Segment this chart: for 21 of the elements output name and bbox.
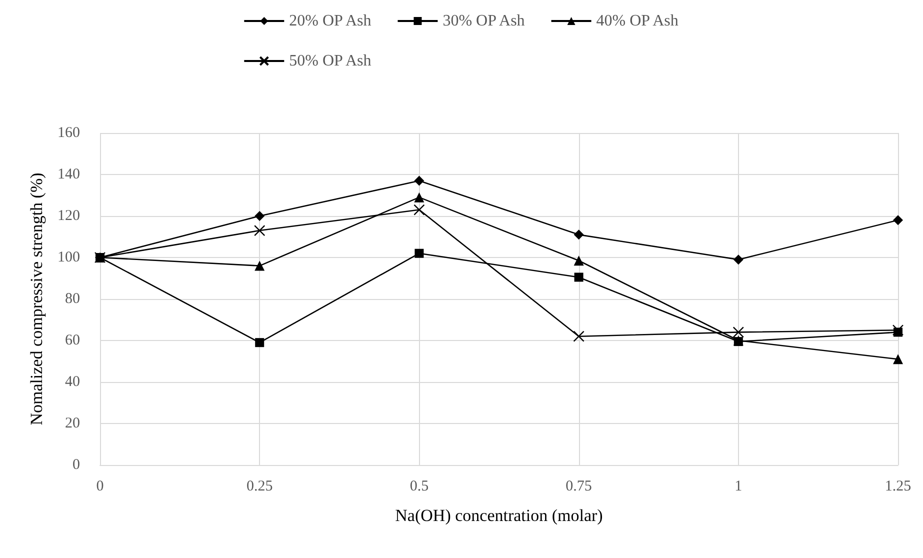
x-tick-label: 0.25 [246,478,273,494]
y-tick-label: 100 [58,250,80,266]
y-tick-label: 20 [65,416,80,432]
x-tick-label: 0 [96,478,104,494]
legend-label: 30% OP Ash [442,12,525,30]
x-tick-label: 1.25 [884,478,912,494]
y-tick-label: 40 [65,374,80,390]
y-tick-label: 80 [65,291,80,307]
y-tick-label: 120 [58,208,80,224]
x-axis-title: Na(OH) concentration (molar) [395,506,603,525]
x-tick-label: 0.75 [566,478,592,494]
y-tick-label: 0 [72,457,80,473]
x-tick-label: 1 [734,478,742,494]
y-tick-label: 160 [58,125,80,141]
y-tick-label: 140 [58,166,80,182]
y-tick-label: 60 [65,332,80,348]
x-tick-label: 0.5 [410,478,429,494]
y-axis-title: Nomalized compressive strength (%) [27,172,46,426]
legend-label: 50% OP Ash [289,52,372,70]
legend-label: 20% OP Ash [289,12,372,30]
legend-label: 40% OP Ash [596,12,678,30]
